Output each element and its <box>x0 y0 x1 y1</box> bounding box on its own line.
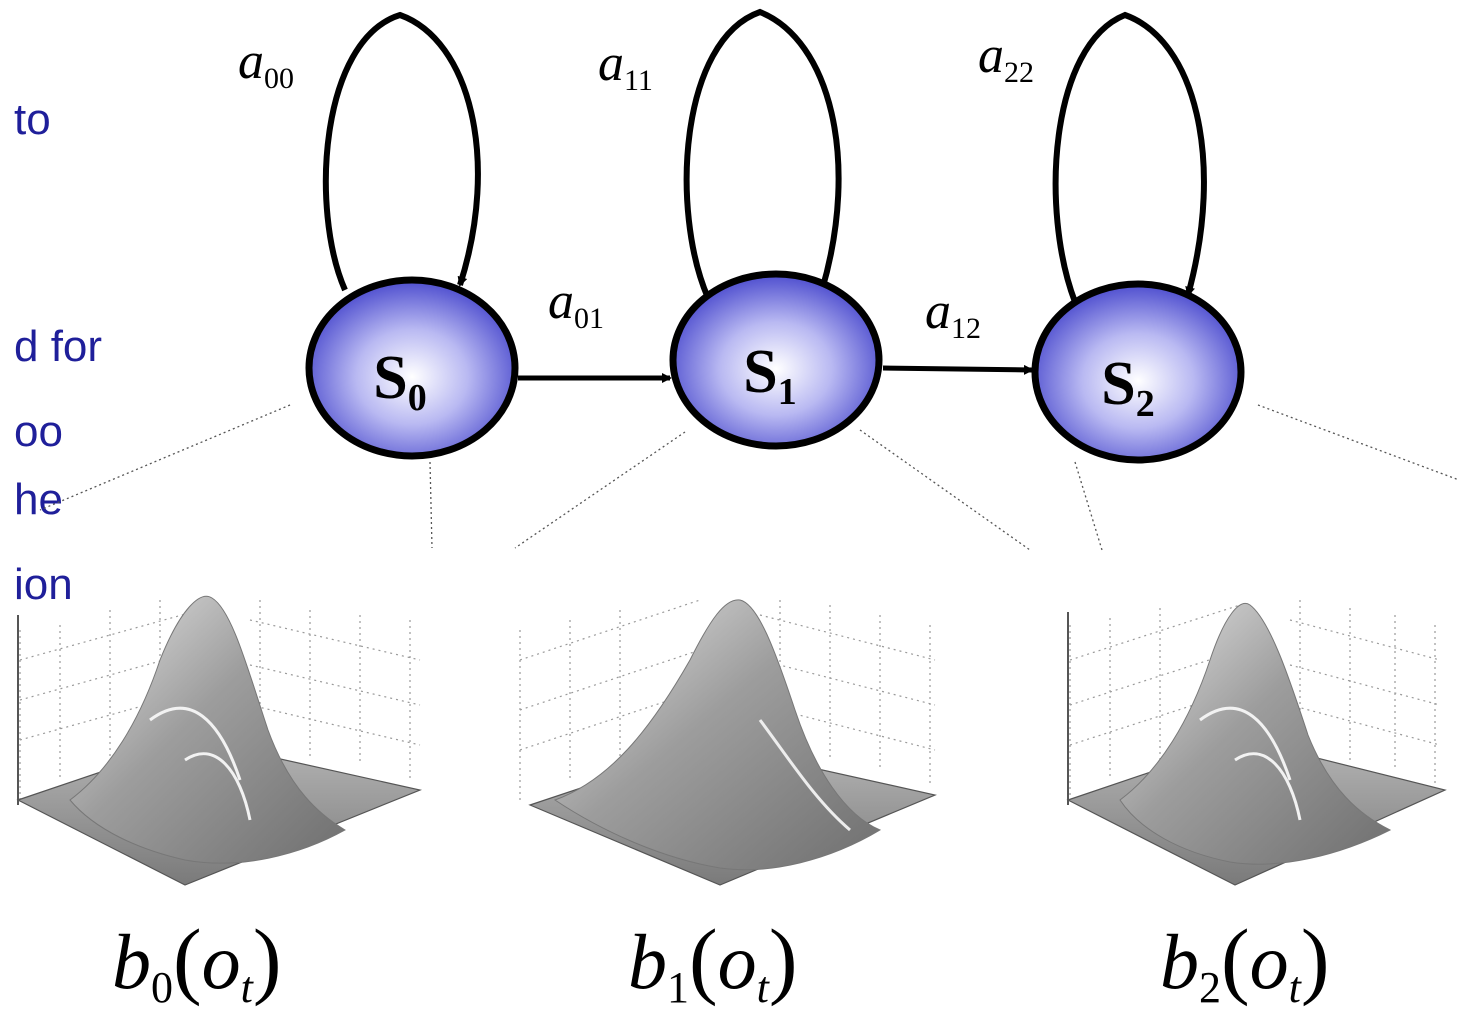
state-s1: S1 <box>669 270 883 450</box>
slide-text-fragment: to <box>14 95 51 144</box>
emission-plot-b1 <box>519 599 937 886</box>
self-loop-label-a22: a22 <box>978 27 1034 89</box>
emission-label-b1: b1(ot) <box>628 911 798 1012</box>
dotted-connectors <box>39 404 1459 551</box>
emission-plot-b2 <box>1066 600 1447 886</box>
slide-text-fragment: he <box>14 475 63 524</box>
svg-text:S2: S2 <box>1101 350 1154 425</box>
emission-plot-b0 <box>16 595 423 886</box>
slide-text-fragment: d for <box>14 322 103 371</box>
state-label: S <box>743 338 777 406</box>
state-subscript: 2 <box>1136 383 1155 425</box>
self-loop-label-a00: a00 <box>238 33 294 95</box>
transition-label-a12: a12 <box>925 283 981 345</box>
self-loop-s2 <box>1052 11 1207 304</box>
svg-text:S1: S1 <box>743 338 796 413</box>
transitions <box>518 364 1034 383</box>
emission-label-b0: b0(ot) <box>112 911 282 1012</box>
self-loop-s1 <box>683 8 842 300</box>
svg-text:S0: S0 <box>373 344 426 419</box>
state-subscript: 1 <box>778 371 797 413</box>
slide-text-fragment: oo <box>14 407 63 456</box>
state-s0: S0 <box>305 276 519 460</box>
transition-s1-s2 <box>882 364 1034 375</box>
self-loop-s0 <box>322 11 481 292</box>
state-label: S <box>373 344 407 412</box>
state-label: S <box>1101 350 1135 418</box>
self-loops <box>322 8 1207 304</box>
state-s2: S2 <box>1031 280 1245 464</box>
transition-label-a01: a01 <box>548 273 604 335</box>
emission-label-b2: b2(ot) <box>1160 911 1330 1012</box>
state-subscript: 0 <box>408 377 427 419</box>
self-loop-label-a11: a11 <box>598 35 653 97</box>
slide-text-fragment: ion <box>14 560 73 609</box>
